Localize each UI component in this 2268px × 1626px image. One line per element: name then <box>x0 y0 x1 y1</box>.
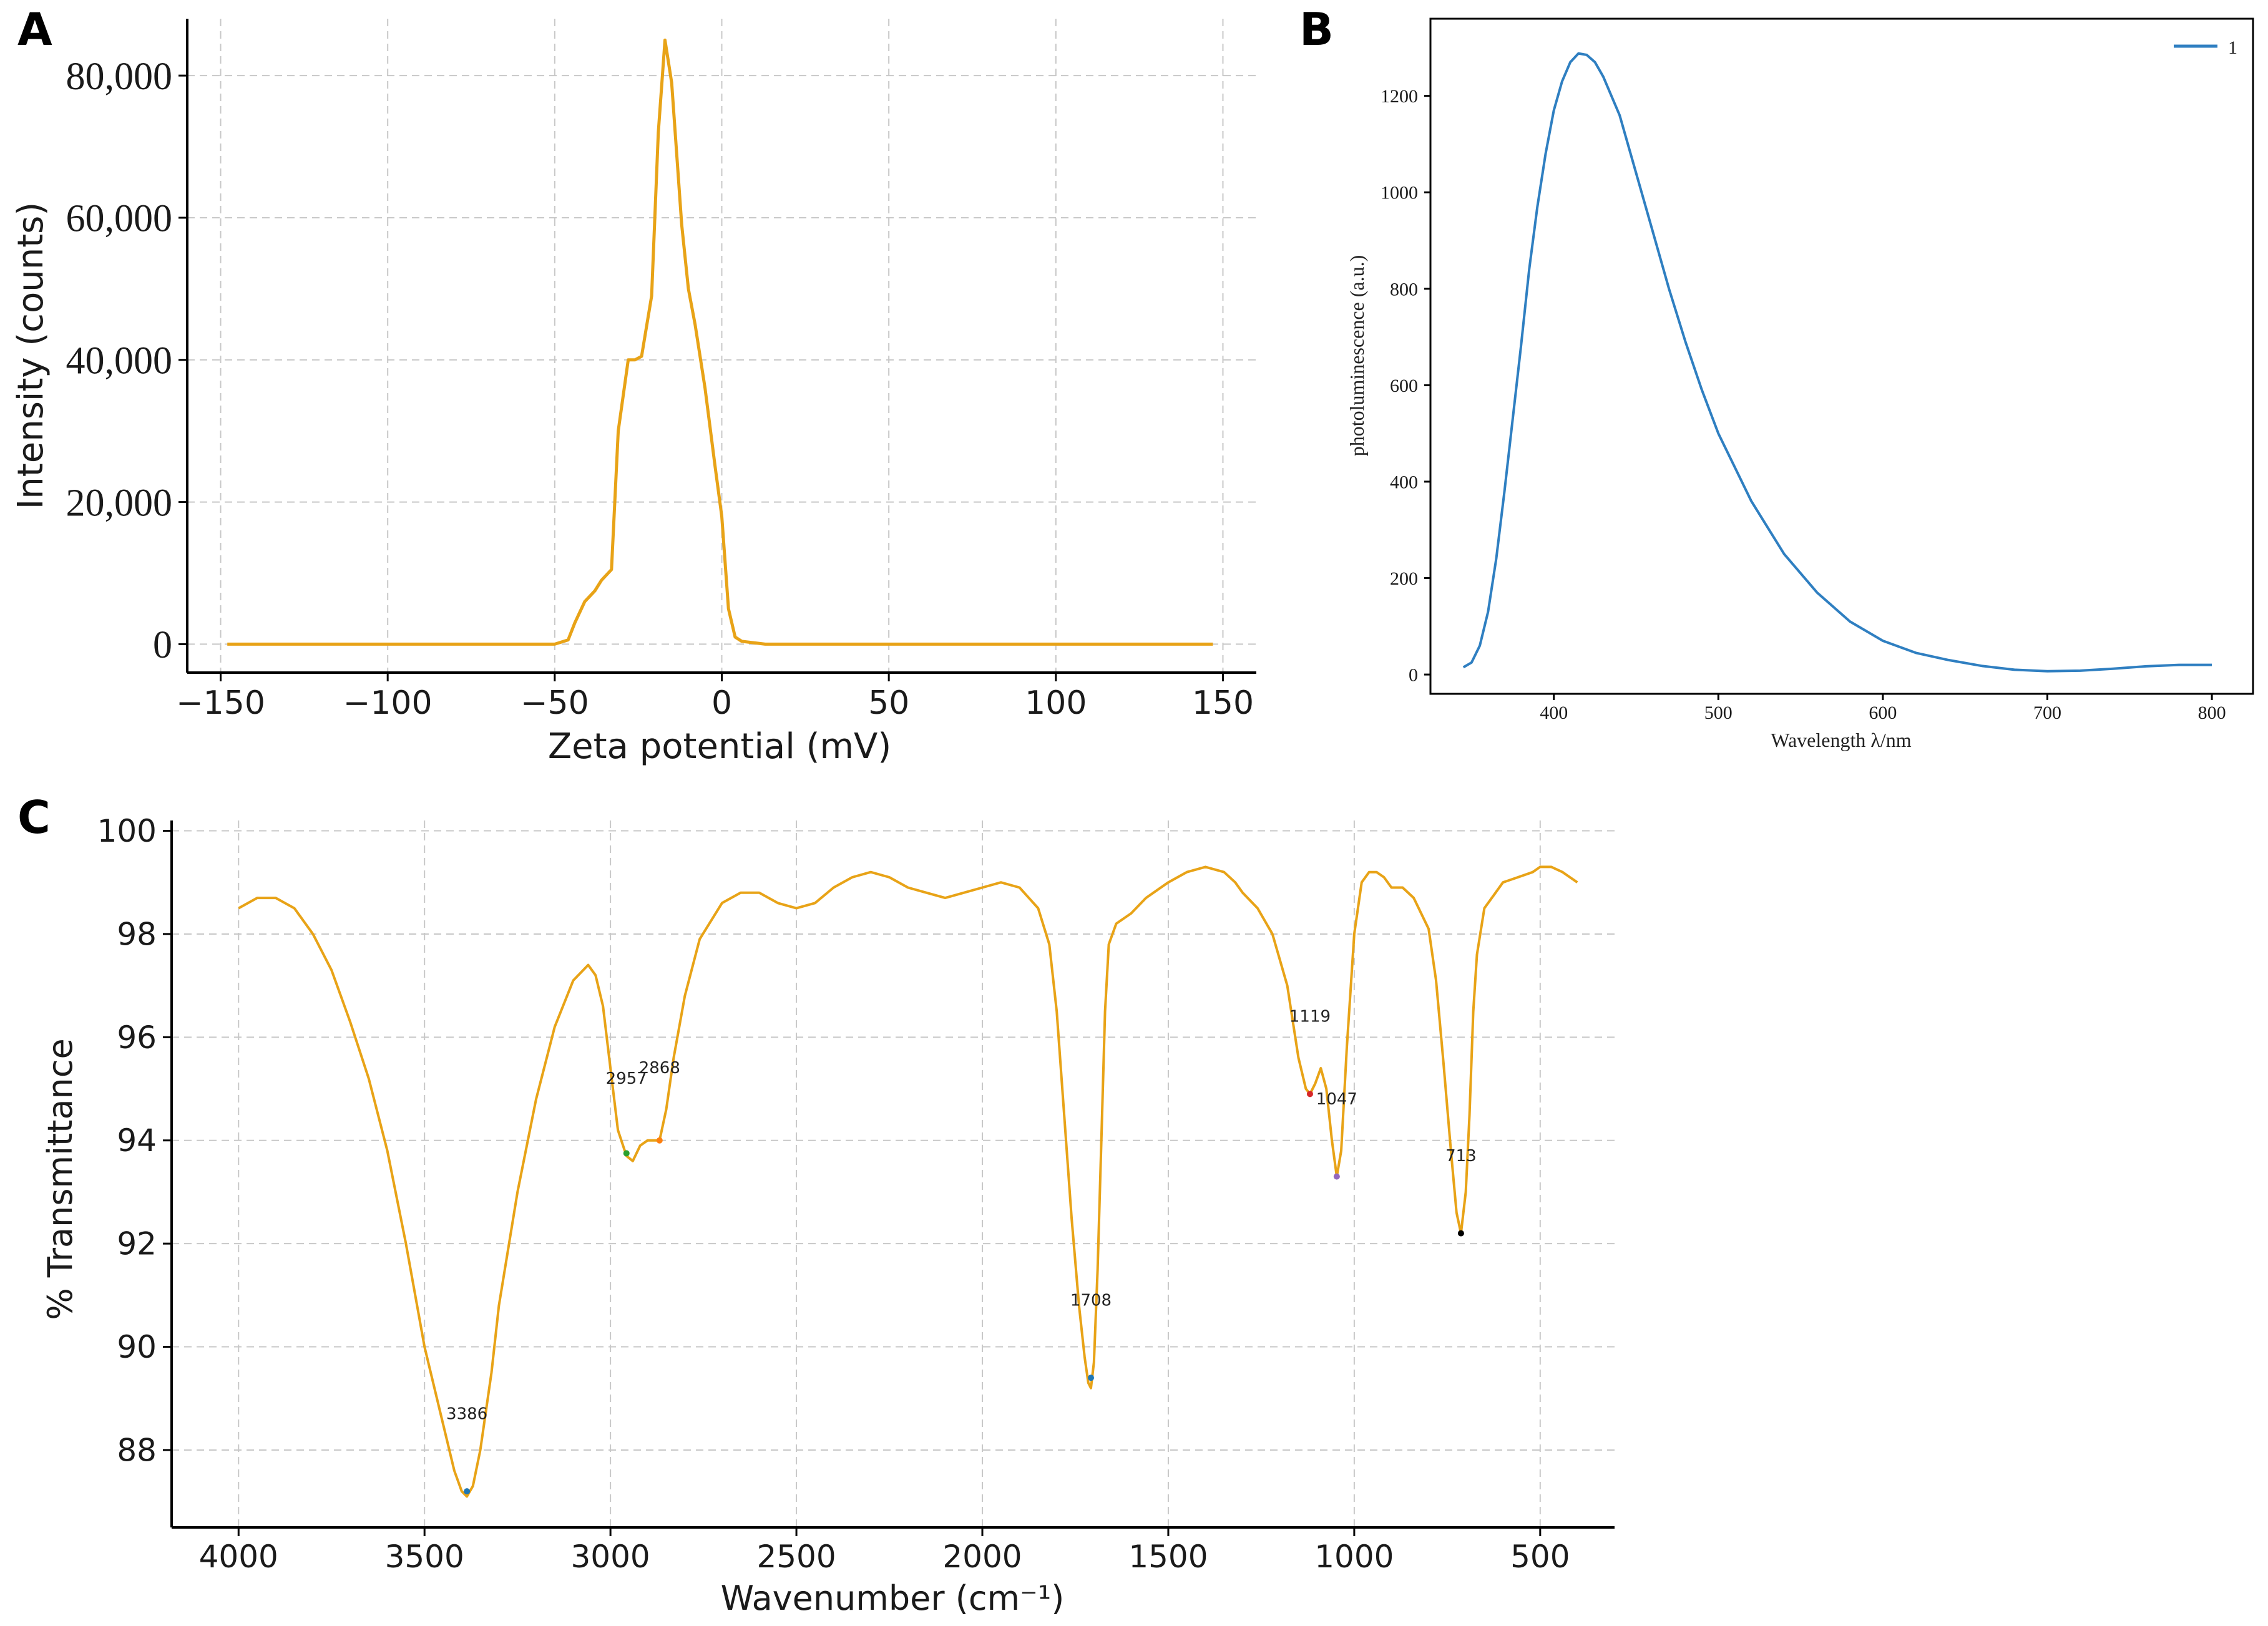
zeta-y-axis-label: Intensity (counts) <box>11 202 51 509</box>
ftir-peak-label: 1119 <box>1289 1008 1331 1026</box>
pl-axes <box>1429 17 2254 695</box>
ftir-peak-marker <box>1306 1091 1313 1098</box>
ftir-peak-label: 3386 <box>446 1404 487 1423</box>
ftir-x-tick-label: 500 <box>1510 1539 1570 1575</box>
ftir-peak-label: 713 <box>1445 1147 1477 1166</box>
ftir-series-line <box>238 865 1578 1498</box>
ftir-peak-marker <box>464 1488 471 1495</box>
ftir-peak-label: 2957 <box>606 1069 647 1088</box>
ftir-y-tick-label: 94 <box>117 1122 157 1159</box>
ftir-peak-marker <box>1457 1230 1464 1237</box>
pl-x-tick-label: 700 <box>2033 703 2061 723</box>
ftir-y-tick-label: 100 <box>97 813 157 849</box>
pl-y-tick-label: 0 <box>1409 665 1418 686</box>
ftir-peak-label: 1047 <box>1316 1090 1357 1109</box>
ftir-x-axis-label: Wavenumber (cm⁻¹) <box>721 1579 1065 1618</box>
zeta-y-tick-label: 60,000 <box>66 198 173 240</box>
pl-y-tick-label: 600 <box>1390 376 1418 396</box>
zeta-x-ticks: −150 −100 −50 0 50 100 150 <box>176 673 1254 722</box>
pl-x-ticks: 400 500 600 700 800 <box>1540 694 2226 723</box>
ftir-x-tick-label: 3500 <box>385 1539 464 1575</box>
ftir-x-tick-label: 1000 <box>1314 1539 1394 1575</box>
ftir-y-tick-label: 98 <box>117 916 157 952</box>
ftir-y-tick-label: 88 <box>117 1432 157 1468</box>
pl-series <box>1462 52 2212 673</box>
pl-x-tick-label: 500 <box>1704 703 1733 723</box>
ftir-x-tick-label: 4000 <box>199 1539 278 1575</box>
ftir-y-tick-label: 92 <box>117 1226 157 1262</box>
pl-y-axis-label: photoluminescence (a.u.) <box>1346 255 1368 457</box>
ftir-x-tick-label: 1500 <box>1128 1539 1208 1575</box>
zeta-series <box>227 38 1213 646</box>
ftir-peak-label: 1708 <box>1070 1291 1112 1310</box>
pl-x-tick-label: 800 <box>2198 703 2226 723</box>
ftir-y-ticks: 88 90 92 94 96 98 100 <box>97 813 172 1468</box>
zeta-potential-chart: −150 −100 −50 0 50 100 150 0 20,000 40,000 60,000… <box>11 19 1256 767</box>
pl-y-tick-label: 800 <box>1390 279 1418 299</box>
pl-legend-label: 1 <box>2228 37 2237 58</box>
ftir-peak-marker <box>1088 1375 1095 1381</box>
ftir-peak-marker <box>623 1150 630 1157</box>
panel-label-c: C <box>17 791 51 844</box>
zeta-x-tick-label: −100 <box>343 684 433 722</box>
ftir-x-tick-label: 2000 <box>942 1539 1022 1575</box>
zeta-x-tick-label: 100 <box>1025 684 1087 722</box>
ftir-peak-label: 2868 <box>639 1059 680 1078</box>
ftir-x-tick-label: 3000 <box>571 1539 650 1575</box>
zeta-x-tick-label: 50 <box>868 684 909 722</box>
pl-x-axis-label: Wavelength λ/nm <box>1771 729 1911 751</box>
pl-y-tick-label: 200 <box>1390 568 1418 589</box>
zeta-y-tick-label: 80,000 <box>66 56 173 98</box>
pl-y-tick-label: 1200 <box>1381 86 1418 107</box>
pl-series-line <box>1462 52 2212 673</box>
zeta-x-tick-label: 0 <box>711 684 732 722</box>
zeta-x-tick-label: −50 <box>521 684 589 722</box>
ftir-peak-marker <box>1333 1173 1340 1180</box>
zeta-y-tick-label: 20,000 <box>66 482 173 524</box>
zeta-x-tick-label: −150 <box>176 684 265 722</box>
zeta-y-ticks: 0 20,000 40,000 60,000 80,000 <box>66 56 187 666</box>
zeta-y-tick-label: 0 <box>153 624 172 666</box>
zeta-x-tick-label: 150 <box>1192 684 1254 722</box>
ftir-series <box>238 865 1578 1498</box>
ftir-x-ticks: 4000 3500 3000 2500 2000 1500 1000 500 <box>199 1527 1570 1575</box>
panel-label-a: A <box>17 3 52 56</box>
ftir-axes <box>170 820 1615 1529</box>
zeta-y-tick-label: 40,000 <box>66 339 173 382</box>
pl-frame <box>1429 17 2254 695</box>
ftir-y-tick-label: 90 <box>117 1329 157 1365</box>
pl-y-tick-label: 400 <box>1390 472 1418 492</box>
ftir-y-axis-label: % Transmittance <box>41 1038 80 1320</box>
pl-x-tick-label: 400 <box>1540 703 1568 723</box>
ftir-chart: 4000 3500 3000 2500 2000 1500 1000 500 88 90 92 94… <box>41 813 1615 1618</box>
pl-x-tick-label: 600 <box>1869 703 1897 723</box>
panel-label-b: B <box>1299 3 1334 56</box>
pl-y-ticks: 0 200 400 600 800 1000 1200 <box>1381 86 1430 686</box>
zeta-series-line <box>227 38 1213 646</box>
ftir-x-tick-label: 2500 <box>756 1539 836 1575</box>
ftir-y-tick-label: 96 <box>117 1020 157 1056</box>
pl-legend: 1 <box>2174 37 2237 58</box>
ftir-grid <box>172 820 1615 1527</box>
pl-y-tick-label: 1000 <box>1381 183 1418 203</box>
zeta-x-axis-label: Zeta potential (mV) <box>548 726 891 767</box>
ftir-peak-marker <box>656 1137 663 1144</box>
zeta-grid <box>187 19 1256 673</box>
